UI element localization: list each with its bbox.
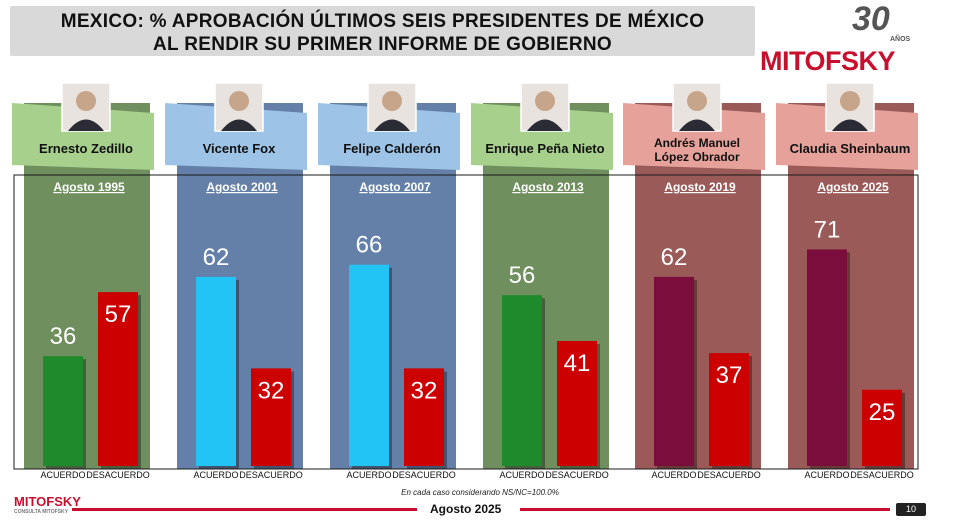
bar-value-label: 56 <box>509 262 536 289</box>
bar-desacuerdo <box>404 368 444 466</box>
bar-category-label: DESACUERDO <box>392 470 456 480</box>
bar-category-label: ACUERDO <box>499 470 544 480</box>
bar-value-label: 32 <box>411 377 438 404</box>
panel-header <box>776 103 918 170</box>
panel-date: Agosto 2019 <box>664 180 736 194</box>
panel-6: Claudia Sheinbaum Agosto 2025 71 ACUERDO 25 D… <box>776 82 918 480</box>
photo-face <box>840 91 860 111</box>
photo-face <box>76 91 96 111</box>
panel-date: Agosto 2013 <box>512 180 584 194</box>
bar-acuerdo <box>807 249 847 466</box>
panel-date: Agosto 2025 <box>817 180 889 194</box>
bar-acuerdo <box>196 276 236 466</box>
bar-category-label: DESACUERDO <box>697 470 761 480</box>
bar-category-label: ACUERDO <box>193 470 238 480</box>
page-number: 10 <box>896 503 926 516</box>
president-name: Claudia Sheinbaum <box>790 141 911 156</box>
photo-face <box>229 91 249 111</box>
bar-value-label: 32 <box>258 377 285 404</box>
photo-shoulders <box>679 119 715 131</box>
photo-shoulders <box>221 119 257 131</box>
photo-face <box>535 91 555 111</box>
photo-face <box>382 91 402 111</box>
panel-3: Felipe Calderón Agosto 2007 66 ACUERDO 32 DES… <box>318 82 460 480</box>
footer-date: Agosto 2025 <box>430 502 502 516</box>
bar-desacuerdo <box>862 389 902 466</box>
bar-acuerdo <box>43 356 83 466</box>
panel-header <box>623 103 765 170</box>
photo-face <box>687 91 707 111</box>
footer-logo: MITOFSKY <box>14 494 81 509</box>
bar-value-label: 62 <box>661 244 688 271</box>
bar-acuerdo <box>654 276 694 466</box>
panel-header <box>165 103 307 170</box>
footnote: En cada caso considerando NS/NC=100.0% <box>401 488 559 497</box>
bar-acuerdo <box>349 264 389 466</box>
bar-desacuerdo <box>709 353 749 466</box>
panel-date: Agosto 2007 <box>359 180 431 194</box>
bar-category-label: DESACUERDO <box>86 470 150 480</box>
panel-date: Agosto 2001 <box>206 180 278 194</box>
bar-value-label: 36 <box>50 323 77 350</box>
bar-value-label: 71 <box>814 216 841 243</box>
footer-line-left <box>72 508 417 511</box>
bar-acuerdo <box>502 295 542 466</box>
bar-category-label: DESACUERDO <box>850 470 914 480</box>
footer-logo-sub: CONSULTA MITOFSKY <box>14 509 68 515</box>
bar-category-label: ACUERDO <box>804 470 849 480</box>
panel-1: Ernesto Zedillo Agosto 1995 36 ACUERDO 57 DES… <box>12 82 154 480</box>
bar-category-label: ACUERDO <box>346 470 391 480</box>
panel-4: Enrique Peña Nieto Agosto 2013 56 ACUERDO 41… <box>471 82 613 480</box>
president-name: Andrés Manuel <box>654 136 740 150</box>
photo-shoulders <box>527 119 563 131</box>
panel-header <box>471 103 613 170</box>
panel-header <box>12 103 154 170</box>
panel-2: Vicente Fox Agosto 2001 62 ACUERDO 32 DESACUE… <box>165 82 307 480</box>
bar-value-label: 25 <box>869 399 896 426</box>
bar-category-label: ACUERDO <box>40 470 85 480</box>
anniversary-sub: AÑOS <box>890 36 911 43</box>
bar-value-label: 66 <box>356 232 383 259</box>
bar-value-label: 62 <box>203 244 230 271</box>
brand-logo: MITOFSKY <box>760 46 896 76</box>
bar-desacuerdo <box>98 292 138 466</box>
bar-value-label: 37 <box>716 362 743 389</box>
panel-date: Agosto 1995 <box>53 180 125 194</box>
anniversary-number: 30 <box>852 0 890 38</box>
president-name: Vicente Fox <box>203 141 277 156</box>
bar-value-label: 57 <box>105 301 132 328</box>
plot-frame <box>13 174 919 470</box>
photo-shoulders <box>832 119 868 131</box>
title-line-1: MEXICO: % APROBACIÓN ÚLTIMOS SEIS PRESID… <box>60 11 705 32</box>
title-box: MEXICO: % APROBACIÓN ÚLTIMOS SEIS PRESID… <box>10 6 755 56</box>
president-name: Ernesto Zedillo <box>39 141 133 156</box>
bar-desacuerdo <box>557 340 597 466</box>
photo-shoulders <box>68 119 104 131</box>
bar-desacuerdo <box>251 368 291 466</box>
photo-shoulders <box>374 119 410 131</box>
bar-category-label: ACUERDO <box>651 470 696 480</box>
president-name: Felipe Calderón <box>343 141 441 156</box>
bar-value-label: 41 <box>564 350 591 377</box>
bar-category-label: DESACUERDO <box>545 470 609 480</box>
footer-line-right <box>520 508 890 511</box>
bar-category-label: DESACUERDO <box>239 470 303 480</box>
panel-header <box>318 103 460 170</box>
president-name: Enrique Peña Nieto <box>485 141 604 156</box>
title-line-2: AL RENDIR SU PRIMER INFORME DE GOBIERNO <box>153 34 612 55</box>
president-name-line2: López Obrador <box>654 150 740 164</box>
